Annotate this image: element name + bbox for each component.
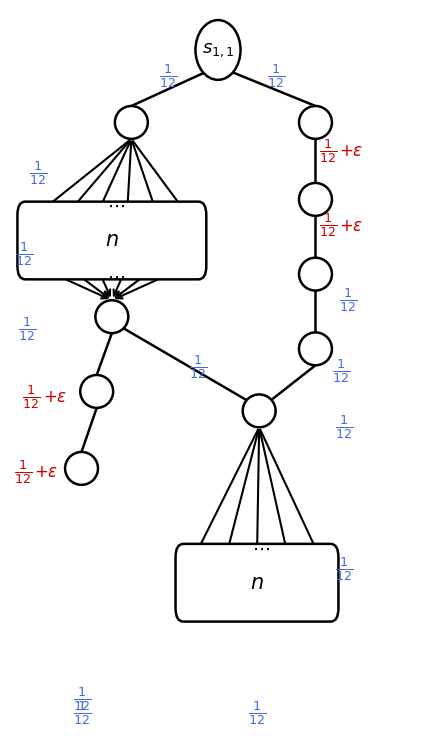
FancyBboxPatch shape <box>176 544 338 622</box>
Text: $n$: $n$ <box>105 230 119 251</box>
Text: $+\epsilon$: $+\epsilon$ <box>339 142 364 160</box>
Text: $\frac{1}{12}$: $\frac{1}{12}$ <box>22 383 41 411</box>
Ellipse shape <box>299 332 332 365</box>
FancyBboxPatch shape <box>17 202 206 279</box>
Text: $\frac{1}{12}$: $\frac{1}{12}$ <box>248 699 266 727</box>
Ellipse shape <box>95 300 128 333</box>
Text: $\cdots$: $\cdots$ <box>252 539 270 557</box>
Text: $\frac{1}{12}$: $\frac{1}{12}$ <box>18 315 36 343</box>
Text: $\cdots$: $\cdots$ <box>107 267 125 285</box>
Ellipse shape <box>299 183 332 216</box>
Ellipse shape <box>65 452 98 484</box>
Text: $\frac{1}{12}$: $\frac{1}{12}$ <box>72 686 91 713</box>
Text: $\frac{1}{12}$: $\frac{1}{12}$ <box>159 62 177 90</box>
Text: $\frac{1}{12}$: $\frac{1}{12}$ <box>190 353 208 382</box>
Text: $\frac{1}{12}$: $\frac{1}{12}$ <box>267 62 286 90</box>
Text: $\frac{1}{12}$: $\frac{1}{12}$ <box>319 137 337 165</box>
Ellipse shape <box>299 106 332 139</box>
Text: $\frac{1}{12}$: $\frac{1}{12}$ <box>334 555 353 584</box>
Text: $+\epsilon$: $+\epsilon$ <box>339 217 364 235</box>
Ellipse shape <box>115 106 148 139</box>
Text: $\frac{1}{12}$: $\frac{1}{12}$ <box>29 159 47 188</box>
Ellipse shape <box>243 394 276 427</box>
Text: $\cdots$: $\cdots$ <box>107 197 125 215</box>
Text: $\frac{1}{12}$: $\frac{1}{12}$ <box>14 458 32 486</box>
Text: $+\epsilon$: $+\epsilon$ <box>34 464 58 482</box>
Text: $\frac{1}{12}$: $\frac{1}{12}$ <box>333 357 351 386</box>
Ellipse shape <box>195 20 241 80</box>
Text: $\frac{1}{12}$: $\frac{1}{12}$ <box>72 699 91 727</box>
Ellipse shape <box>80 375 113 408</box>
Text: $\frac{1}{12}$: $\frac{1}{12}$ <box>334 413 353 441</box>
Text: $\frac{1}{12}$: $\frac{1}{12}$ <box>15 240 33 268</box>
Text: $s_{1,1}$: $s_{1,1}$ <box>201 41 235 59</box>
Text: $\frac{1}{12}$: $\frac{1}{12}$ <box>319 211 337 239</box>
Text: $n$: $n$ <box>250 573 264 592</box>
Text: $\frac{1}{12}$: $\frac{1}{12}$ <box>339 286 357 314</box>
Ellipse shape <box>299 258 332 290</box>
Text: $+\epsilon$: $+\epsilon$ <box>43 388 67 406</box>
